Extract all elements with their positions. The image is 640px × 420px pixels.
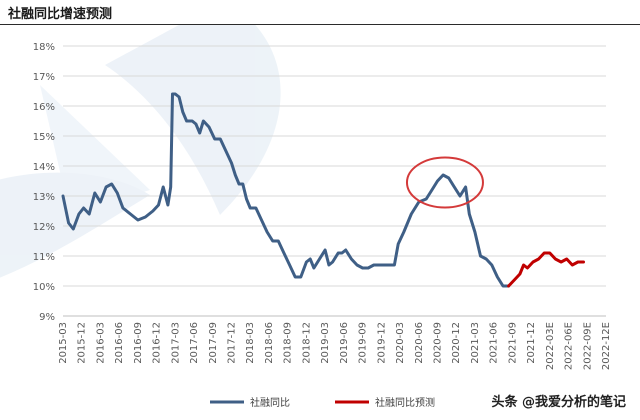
- legend: 社融同比 社融同比预测: [210, 396, 435, 409]
- y-tick-label: 14%: [33, 162, 55, 173]
- y-tick-label: 10%: [33, 282, 55, 293]
- x-tick-label: 2017-06: [189, 322, 200, 364]
- title-bar: 社融同比增速预测: [0, 0, 640, 25]
- x-tick-label: 2017-09: [208, 322, 219, 364]
- legend-label: 社融同比: [250, 396, 290, 409]
- y-tick-label: 12%: [33, 222, 55, 233]
- x-tick-label: 2016-06: [114, 322, 125, 364]
- x-tick-label: 2022-12E: [601, 322, 612, 370]
- vic-logo-watermark-icon: [0, 25, 281, 278]
- series-lines: [61, 92, 585, 288]
- x-tick-label: 2020-09: [432, 322, 443, 364]
- series-actual-line: [61, 92, 511, 288]
- line-chart: 9%10%11%12%13%14%15%16%17%18% 2015-03 201…: [0, 25, 612, 409]
- highlight-circle: [405, 156, 484, 209]
- x-tick-label: 2018-03: [245, 322, 256, 364]
- gridlines: [63, 45, 606, 317]
- y-tick-label: 17%: [33, 72, 55, 83]
- x-tick-label: 2020-06: [414, 322, 425, 364]
- x-tick-label: 2016-12: [152, 322, 163, 364]
- page-title: 社融同比增速预测: [8, 7, 113, 22]
- y-tick-label: 11%: [33, 252, 55, 263]
- x-tick-label: 2022-03E: [545, 322, 556, 370]
- x-tick-label: 2018-09: [283, 322, 294, 364]
- x-tick-label: 2021-06: [489, 322, 500, 364]
- x-tick-label: 2018-06: [264, 322, 275, 364]
- x-tick-label: 2019-12: [376, 322, 387, 364]
- x-tick-label: 2019-03: [320, 322, 331, 364]
- watermark-text: 头条 @我爱分析的笔记: [491, 395, 626, 410]
- y-tick-label: 9%: [39, 312, 55, 323]
- y-tick-label: 15%: [33, 132, 55, 143]
- x-tick-label: 2021-09: [507, 322, 518, 364]
- x-tick-label: 2018-12: [301, 322, 312, 364]
- x-tick-label: 2015-12: [77, 322, 88, 364]
- x-tick-label: 2019-06: [339, 322, 350, 364]
- y-tick-label: 18%: [33, 42, 55, 53]
- x-tick-label: 2017-03: [170, 322, 181, 364]
- x-tick-label: 2021-12: [526, 322, 537, 364]
- y-tick-label: 13%: [33, 192, 55, 203]
- series-forecast-line: [507, 251, 585, 288]
- x-tick-label: 2015-03: [58, 322, 69, 364]
- x-axis-ticks: 2015-03 2015-12 2016-03 2016-06 2016-09 2016-…: [58, 322, 612, 370]
- y-axis-ticks: 9% 10% 11% 12% 13% 14% 15% 16% 17% 18%: [33, 42, 55, 323]
- legend-label: 社融同比预测: [375, 396, 435, 409]
- x-tick-label: 2022-06E: [564, 322, 575, 370]
- x-tick-label: 2017-12: [227, 322, 238, 364]
- x-tick-label: 2016-09: [133, 322, 144, 364]
- x-tick-label: 2022-09E: [582, 322, 593, 370]
- x-tick-label: 2021-03: [470, 322, 481, 364]
- x-tick-label: 2020-12: [451, 322, 462, 364]
- x-tick-label: 2019-09: [358, 322, 369, 364]
- y-tick-label: 16%: [33, 102, 55, 113]
- x-tick-label: 2020-03: [395, 322, 406, 364]
- x-tick-label: 2016-03: [95, 322, 106, 364]
